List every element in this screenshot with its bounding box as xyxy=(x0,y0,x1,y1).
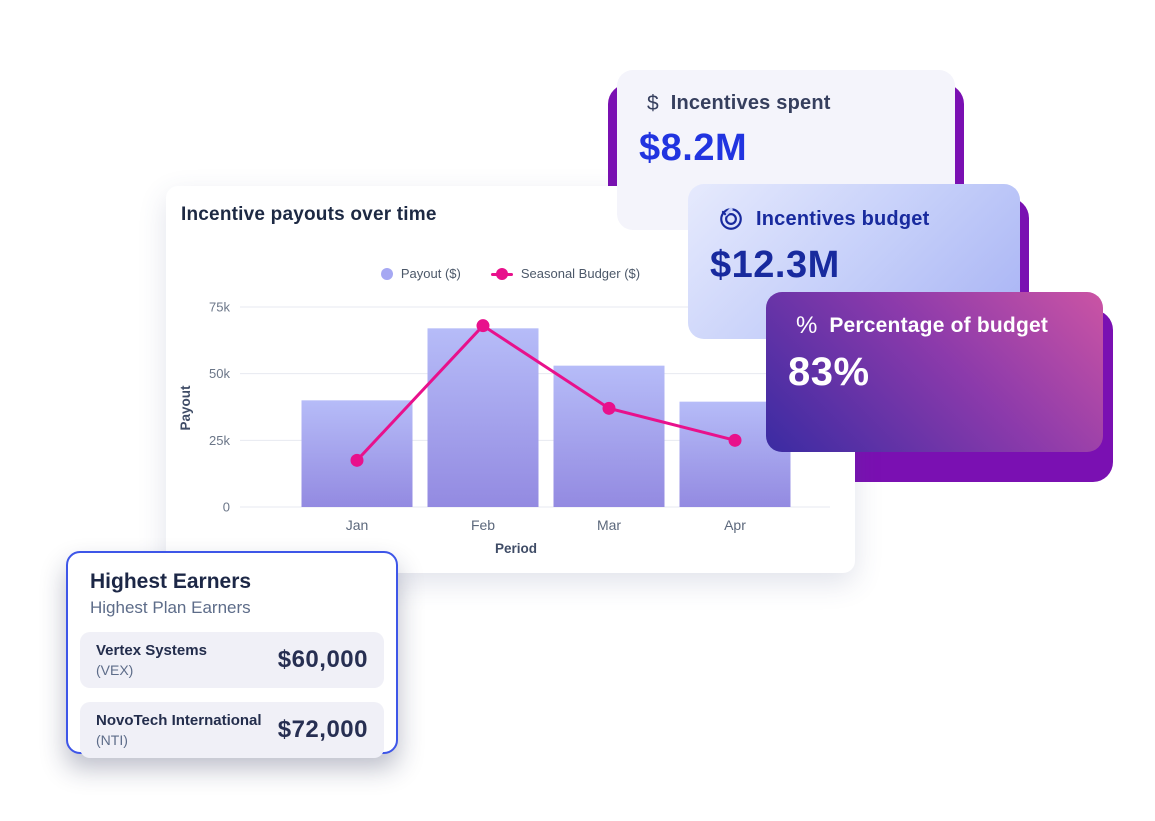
y-tick-label: 0 xyxy=(223,500,230,515)
y-tick-label: 25k xyxy=(209,433,230,448)
x-axis-label: Period xyxy=(495,541,537,556)
payout-legend-marker-icon xyxy=(380,267,393,280)
y-axis-label: Payout xyxy=(178,385,193,431)
x-tick-label: Feb xyxy=(471,517,495,533)
x-tick-label: Jan xyxy=(346,517,369,533)
earner-amount: $60,000 xyxy=(277,646,368,673)
percentage-of-budget-title: Percentage of budget xyxy=(829,314,1049,337)
highest-earners-title: Highest Earners xyxy=(90,570,252,593)
legend-label: Seasonal Budger ($) xyxy=(520,266,641,281)
seasonal-budget-legend-marker-icon xyxy=(490,267,513,280)
highest-earners-card: Highest Earners Highest Plan Earners Ver… xyxy=(66,551,398,758)
line-point-Feb xyxy=(476,319,490,333)
incentives-spent-title: Incentives spent xyxy=(670,92,831,114)
seasonal-budget-line xyxy=(355,323,736,462)
legend-label: Payout ($) xyxy=(400,266,461,281)
highest-earners-subtitle: Highest Plan Earners xyxy=(90,598,251,617)
line-point-Jan xyxy=(350,453,364,467)
line-point-Mar xyxy=(602,401,616,415)
earner-amount: $72,000 xyxy=(277,716,368,743)
bar-Jan xyxy=(301,400,413,507)
line-point-Apr xyxy=(728,433,742,447)
chart-title: Incentive payouts over time xyxy=(181,204,437,225)
earner-row-novotech[interactable]: NovoTech International (NTI) $72,000 xyxy=(80,702,384,758)
y-tick-label: 75k xyxy=(209,300,230,315)
dollar-icon: $ xyxy=(647,92,659,115)
earner-ticker: (NTI) xyxy=(96,732,128,748)
legend-item-payout[interactable]: Payout ($) xyxy=(380,266,461,281)
earner-name: Vertex Systems xyxy=(96,642,207,659)
x-tick-label: Mar xyxy=(597,517,621,533)
bar-Mar xyxy=(553,365,665,507)
earner-ticker: (VEX) xyxy=(96,662,134,678)
goal-icon xyxy=(718,206,744,232)
x-tick-label: Apr xyxy=(724,517,746,533)
incentives-spent-value: $8.2M xyxy=(639,127,748,169)
incentives-budget-value: $12.3M xyxy=(710,244,840,286)
incentives-budget-title: Incentives budget xyxy=(756,207,930,230)
percentage-of-budget-value: 83% xyxy=(788,350,870,394)
bar-Feb xyxy=(427,328,539,507)
earner-row-vertex[interactable]: Vertex Systems (VEX) $60,000 xyxy=(80,632,384,688)
chart-legend: Payout ($) Seasonal Budger ($) xyxy=(166,266,855,281)
percent-icon: % xyxy=(796,312,818,339)
y-tick-label: 50k xyxy=(209,366,230,381)
legend-item-seasonal-budget[interactable]: Seasonal Budger ($) xyxy=(490,266,641,281)
earner-name: NovoTech International xyxy=(96,712,262,729)
percentage-of-budget-card: % Percentage of budget 83% xyxy=(766,292,1103,452)
